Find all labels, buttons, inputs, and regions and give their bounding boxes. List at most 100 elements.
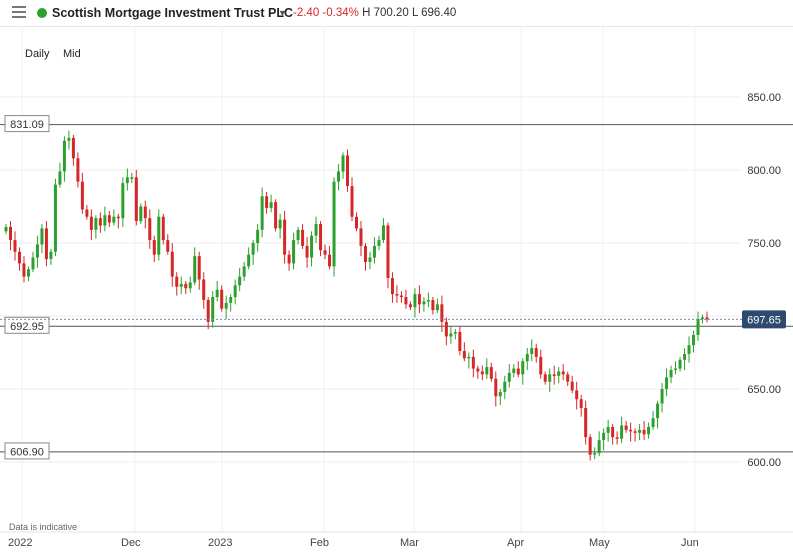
candle-body [660, 389, 664, 404]
candle-body [319, 224, 323, 251]
candle-body [701, 317, 705, 319]
candle-body [372, 245, 376, 258]
candle-body [687, 345, 691, 354]
candle-body [202, 279, 206, 300]
candle-body [548, 374, 552, 382]
candle-body [633, 431, 637, 433]
candle-body [566, 374, 570, 382]
candle-body [197, 256, 201, 280]
candle-body [170, 251, 174, 277]
candle-body [422, 301, 426, 305]
candle-body [274, 202, 278, 229]
hamburger-menu-icon[interactable] [12, 6, 26, 18]
candle-body [35, 244, 39, 258]
candle-body [85, 209, 89, 217]
candle-body [512, 368, 516, 373]
chevron-down-icon[interactable]: ▼ [278, 8, 287, 18]
candle-body [557, 371, 561, 376]
candle-body [17, 251, 21, 264]
candle-body [80, 181, 84, 210]
candle-body [516, 368, 520, 375]
candle-body [431, 299, 435, 311]
candle-body [314, 224, 318, 236]
candle-body [233, 285, 237, 298]
candle-body [220, 289, 224, 309]
level-label-box [4, 442, 50, 460]
candle-body [534, 348, 538, 357]
candle-body [269, 202, 273, 208]
candle-body [435, 304, 439, 311]
candle-body [552, 374, 556, 376]
status-dot-icon [37, 8, 47, 18]
candle-body [58, 171, 62, 185]
price-quote: -2.40 -0.34% H 700.20 L 696.40 [293, 7, 456, 19]
candle-body [251, 243, 255, 255]
candle-body [256, 229, 260, 243]
candle-body [620, 425, 624, 439]
y-tick-label: 650.00 [747, 384, 781, 396]
candle-body [188, 282, 192, 289]
x-tick-label: Mar [400, 537, 419, 549]
candle-body [224, 302, 228, 309]
candle-body [148, 218, 152, 241]
candle-body [346, 155, 350, 187]
candle-body [476, 368, 480, 372]
candle-body [40, 228, 44, 245]
candle-body [521, 361, 525, 375]
candle-body [265, 196, 269, 208]
candle-body [4, 226, 8, 232]
candle-body [71, 137, 75, 159]
candle-body [31, 257, 35, 270]
instrument-title[interactable]: Scottish Mortgage Investment Trust PLC [52, 6, 294, 20]
last-price-label: 697.65 [747, 314, 781, 326]
candle-body [310, 235, 314, 258]
price-type-selector[interactable]: Mid [63, 48, 81, 60]
candle-body [485, 367, 489, 375]
candle-body [206, 299, 210, 322]
price-chart[interactable]: 600.00650.00700.00750.00800.00850.002022… [0, 26, 793, 555]
candle-body [494, 378, 498, 397]
interval-selector[interactable]: Daily [25, 48, 50, 60]
x-tick-label: Feb [310, 537, 329, 549]
candle-body [395, 294, 399, 296]
x-tick-label: May [589, 537, 610, 549]
candle-body [674, 368, 678, 371]
candle-body [449, 333, 453, 337]
candle-body [359, 228, 363, 246]
candle-body [350, 186, 354, 217]
candle-body [301, 229, 305, 246]
level-label-box [4, 115, 50, 133]
candle-body [184, 283, 188, 289]
candle-body [247, 254, 251, 267]
candle-body [139, 206, 143, 222]
candle-body [44, 228, 48, 260]
candle-body [426, 299, 430, 302]
candle-body [471, 356, 475, 369]
candle-body [696, 318, 700, 335]
candle-body [179, 283, 183, 287]
candle-body [503, 381, 507, 392]
candle-body [8, 226, 12, 241]
candle-body [444, 321, 448, 337]
price-change-percent: -0.34% [322, 7, 359, 19]
candle-body [588, 437, 592, 455]
candle-body [462, 351, 466, 359]
candle-body [341, 155, 345, 172]
candle-body [143, 206, 147, 219]
day-high: H 700.20 [362, 7, 409, 19]
candle-body [602, 432, 606, 441]
day-low: L 696.40 [411, 7, 457, 19]
candle-body [112, 216, 116, 223]
candle-body [561, 371, 565, 375]
candle-body [669, 370, 673, 378]
candle-body [683, 353, 687, 360]
candle-body [530, 348, 534, 354]
candle-body [296, 229, 300, 241]
candle-body [597, 440, 601, 454]
candle-body [283, 219, 287, 255]
candle-body [543, 374, 547, 382]
candle-body [215, 289, 219, 298]
candle-body [647, 426, 651, 435]
candle-body [611, 426, 615, 438]
candle-body [332, 181, 336, 267]
